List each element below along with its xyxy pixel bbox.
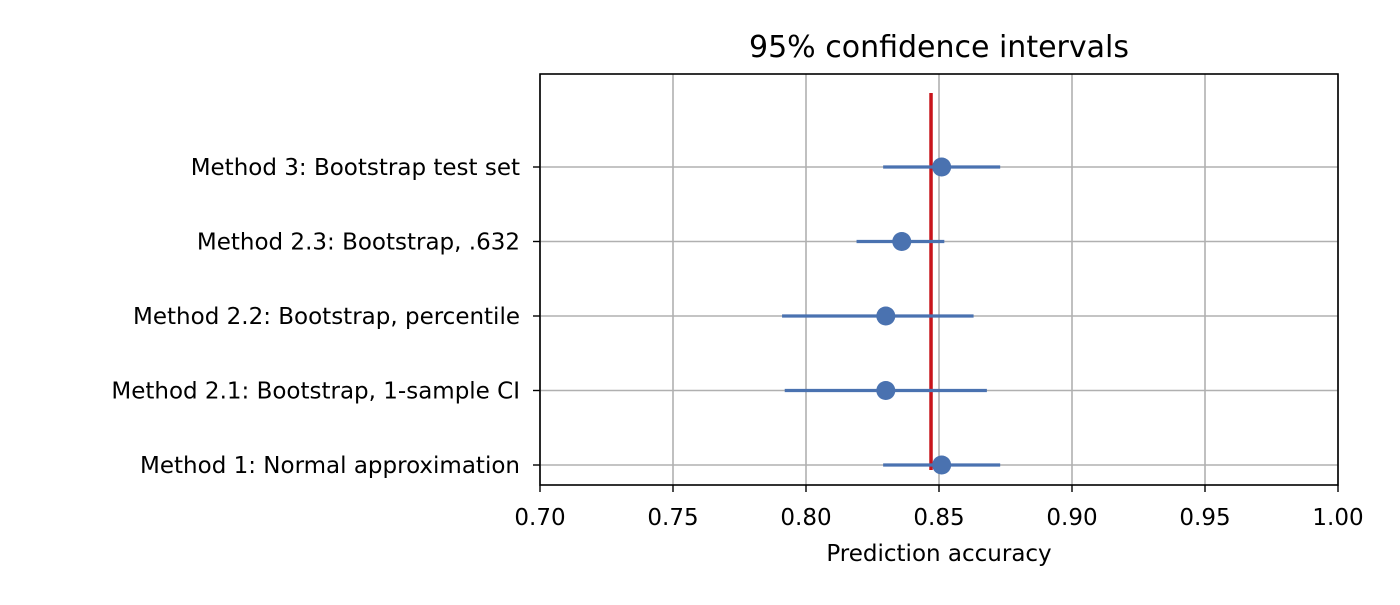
grid-layer: [539, 74, 1339, 485]
estimate-point: [876, 306, 896, 326]
x-tick-label: 0.95: [1179, 505, 1230, 531]
y-tick-label: Method 2.2: Bootstrap, percentile: [133, 304, 520, 330]
text-layer: 95% confidence intervals Prediction accu…: [111, 30, 1363, 567]
y-tick-label: Method 3: Bootstrap test set: [191, 155, 520, 181]
y-tick-label: Method 2.3: Bootstrap, .632: [197, 230, 520, 256]
data-layer: [782, 157, 1001, 475]
y-tick-label: Method 2.1: Bootstrap, 1-sample CI: [111, 379, 520, 405]
axes-layer: [533, 73, 1339, 492]
y-tick-label: Method 1: Normal approximation: [140, 453, 520, 479]
plot-frame: [539, 73, 1339, 486]
estimate-point: [932, 157, 952, 177]
x-tick-label: 0.70: [514, 505, 565, 531]
x-tick-label: 0.85: [913, 505, 964, 531]
x-tick-label: 0.90: [1046, 505, 1097, 531]
estimate-point: [876, 381, 896, 400]
x-tick-label: 0.75: [647, 505, 698, 531]
x-axis-label: Prediction accuracy: [826, 541, 1051, 567]
estimate-point: [892, 232, 912, 251]
x-tick-label: 1.00: [1312, 505, 1363, 531]
x-tick-label: 0.80: [780, 505, 831, 531]
chart-title: 95% confidence intervals: [749, 30, 1129, 65]
estimate-point: [932, 455, 952, 475]
